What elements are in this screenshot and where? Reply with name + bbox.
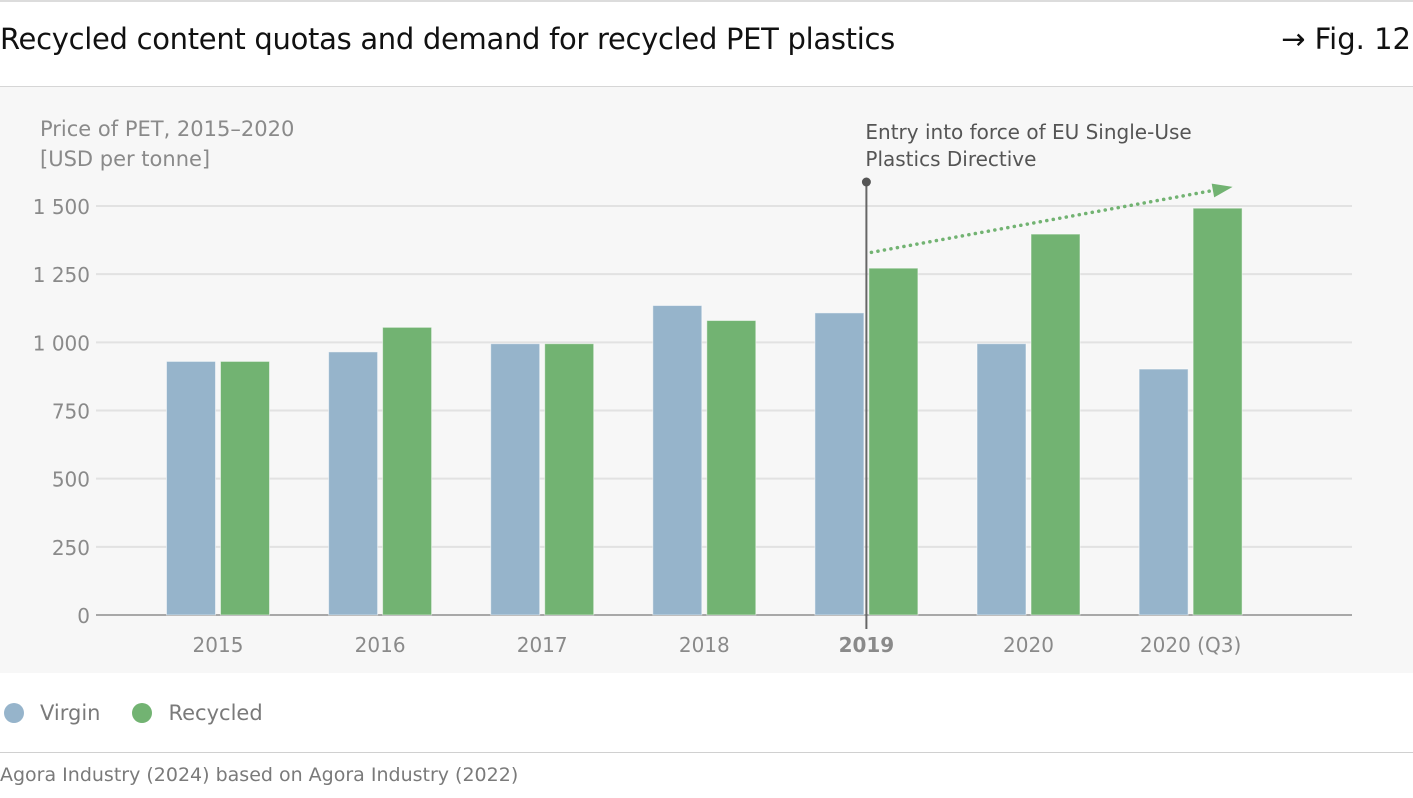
x-tick-label: 2017 (517, 633, 568, 657)
legend: Virgin Recycled (0, 698, 291, 728)
y-tick-label: 1 000 (33, 331, 90, 355)
y-tick-label: 1 500 (33, 195, 90, 219)
bar-recycled (868, 267, 919, 616)
x-tick-label: 2020 (1003, 633, 1054, 657)
legend-item-virgin[interactable]: Virgin (0, 701, 100, 725)
figure-reference[interactable]: → Fig. 12 (1281, 22, 1411, 56)
bar-recycled (1030, 233, 1081, 616)
bar-virgin (652, 305, 703, 616)
bottom-divider (0, 752, 1413, 753)
x-tick-label: 2019 (839, 633, 895, 657)
bar-virgin (814, 312, 865, 616)
x-tick-label: 2016 (355, 633, 406, 657)
y-axis-unit-label: [USD per tonne] (40, 147, 210, 171)
bar-recycled (382, 326, 433, 616)
legend-swatch-virgin (4, 703, 24, 723)
legend-swatch-recycled (132, 703, 153, 723)
bar-virgin (1138, 368, 1189, 616)
x-tick-label: 2018 (679, 633, 730, 657)
y-tick-label: 0 (77, 604, 90, 628)
legend-label: Recycled (168, 701, 263, 725)
annotation-text: Plastics Directive (865, 147, 1036, 171)
annotation-text: Entry into force of EU Single-Use (865, 120, 1191, 144)
source-note: Agora Industry (2024) based on Agora Ind… (0, 764, 519, 786)
bar-virgin (328, 351, 379, 616)
bar-chart: Price of PET, 2015–2020 [USD per tonne] … (33, 117, 1352, 657)
x-tick-label: 2015 (193, 633, 244, 657)
legend-label: Virgin (40, 701, 101, 725)
x-axis-ticks: 2015 2016 2017 2018 2019 2020 2020 (Q3) (193, 633, 1242, 657)
y-tick-label: 750 (52, 400, 90, 424)
bars (166, 207, 1243, 616)
top-divider (0, 0, 1413, 2)
bar-recycled (706, 320, 757, 616)
y-tick-label: 500 (52, 468, 90, 492)
bar-virgin (166, 360, 216, 616)
bar-virgin (976, 343, 1027, 616)
chart-title: Price of PET, 2015–2020 (40, 117, 294, 141)
y-tick-label: 250 (52, 536, 90, 560)
bar-recycled (1192, 207, 1243, 616)
chart-panel: Price of PET, 2015–2020 [USD per tonne] … (0, 86, 1413, 673)
annotation: Entry into force of EU Single-Use Plastic… (861, 120, 1233, 629)
marker-dot (861, 177, 871, 187)
figure-title: Recycled content quotas and demand for r… (0, 22, 895, 56)
bar-recycled (220, 360, 270, 616)
trend-arrow-head-icon (1211, 183, 1233, 198)
y-axis-ticks: 0 250 500 750 1 000 1 250 1 500 (33, 195, 90, 628)
legend-item-recycled[interactable]: Recycled (128, 701, 263, 725)
x-tick-label: 2020 (Q3) (1140, 633, 1241, 657)
bar-recycled (544, 343, 595, 616)
trend-arrow-line (869, 188, 1215, 255)
bar-virgin (490, 343, 541, 616)
y-tick-label: 1 250 (33, 263, 90, 287)
